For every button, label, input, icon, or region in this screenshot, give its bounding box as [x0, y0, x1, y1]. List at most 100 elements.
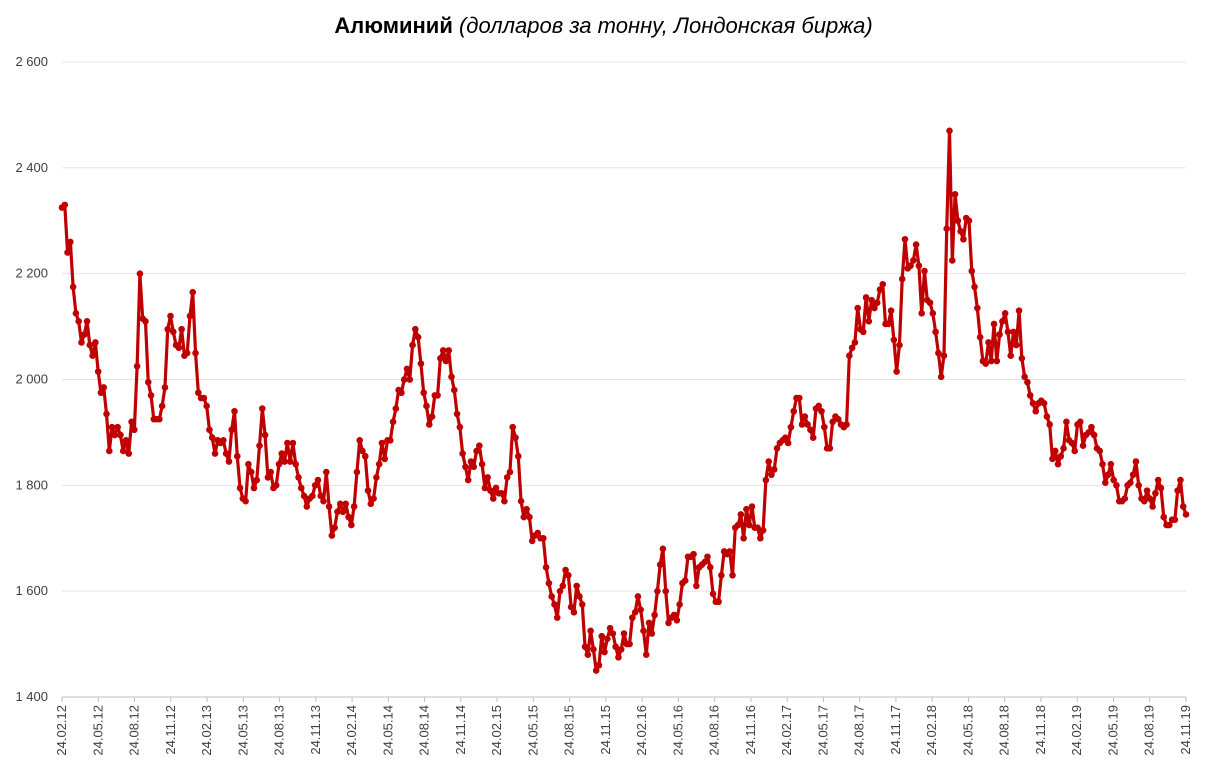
data-point	[192, 349, 199, 357]
data-point	[373, 474, 380, 481]
data-point	[1146, 495, 1154, 502]
data-point	[876, 286, 884, 293]
chart-title-main: Алюминий	[334, 13, 453, 38]
data-point	[604, 635, 611, 643]
data-point	[559, 582, 567, 590]
data-point	[943, 225, 951, 232]
data-point	[406, 376, 414, 383]
data-point	[439, 347, 447, 354]
data-point	[801, 413, 809, 420]
chart-title: Алюминий (долларов за тонну, Лондонская …	[0, 13, 1207, 39]
data-point	[89, 352, 96, 359]
data-point	[715, 598, 722, 606]
data-point	[80, 331, 88, 338]
data-point	[425, 421, 433, 428]
data-point	[492, 484, 500, 492]
data-point	[665, 619, 672, 627]
data-point	[478, 460, 486, 468]
data-point	[982, 360, 989, 367]
data-point	[862, 294, 870, 301]
data-point	[1096, 447, 1104, 455]
data-point	[773, 444, 781, 452]
data-point	[378, 439, 386, 447]
data-point	[1007, 352, 1015, 359]
data-point	[651, 611, 658, 619]
data-point	[456, 423, 464, 431]
data-point	[1160, 513, 1168, 521]
x-tick-label: 24.05.14	[380, 705, 395, 756]
data-point	[570, 609, 578, 616]
data-point	[297, 484, 305, 492]
data-point	[851, 339, 859, 346]
data-point	[807, 426, 814, 434]
data-point	[598, 632, 606, 640]
x-tick-label: 24.11.14	[453, 705, 468, 755]
data-point	[573, 582, 580, 590]
data-point	[339, 508, 347, 516]
data-point	[250, 484, 258, 492]
data-point	[898, 275, 906, 283]
x-tick-label: 24.02.13	[199, 705, 214, 756]
data-point	[189, 288, 197, 296]
data-point	[576, 593, 583, 600]
data-point	[617, 646, 625, 653]
data-point	[1010, 328, 1017, 336]
data-point	[757, 534, 764, 542]
data-point	[275, 460, 283, 468]
data-point	[420, 389, 427, 397]
data-point	[873, 299, 881, 307]
data-point	[620, 630, 628, 637]
data-point	[673, 616, 681, 624]
data-point	[859, 328, 867, 336]
data-point	[1021, 373, 1028, 381]
data-point	[459, 450, 466, 457]
data-point	[489, 495, 497, 502]
data-point	[748, 503, 756, 510]
data-point	[409, 341, 416, 349]
data-point	[292, 460, 300, 468]
data-point	[1057, 452, 1065, 460]
data-point	[592, 667, 600, 674]
data-point	[356, 437, 363, 444]
data-point	[512, 434, 519, 442]
data-point	[896, 341, 903, 349]
data-point	[473, 447, 480, 455]
data-point	[787, 423, 795, 431]
data-point	[236, 484, 244, 492]
data-point	[595, 661, 603, 669]
data-point	[745, 521, 753, 529]
data-point	[100, 384, 108, 391]
data-point	[615, 654, 622, 661]
data-point	[826, 444, 834, 452]
data-point	[1127, 479, 1134, 486]
data-point	[937, 373, 945, 381]
data-point	[1157, 484, 1165, 492]
x-tick-label: 24.02.14	[344, 705, 359, 756]
data-point	[1068, 439, 1076, 447]
data-point	[328, 532, 336, 539]
x-tick-label: 24.08.15	[562, 705, 577, 756]
data-point	[103, 410, 110, 418]
data-point	[1102, 479, 1109, 486]
data-point	[634, 593, 642, 600]
data-point	[676, 601, 683, 608]
data-point	[233, 452, 241, 460]
data-point	[1015, 307, 1023, 315]
data-point	[450, 386, 458, 394]
data-point	[1177, 476, 1184, 484]
data-point	[300, 492, 308, 500]
data-point	[1040, 400, 1048, 407]
data-point	[1051, 447, 1059, 455]
data-point	[264, 474, 272, 481]
data-point	[706, 564, 714, 571]
gridlines	[62, 61, 1186, 592]
data-point	[206, 426, 213, 434]
data-point	[910, 257, 917, 264]
data-point	[1132, 458, 1140, 465]
data-point	[158, 402, 166, 410]
data-point	[918, 310, 925, 317]
data-point	[1049, 455, 1056, 463]
data-point	[67, 238, 74, 246]
data-point	[133, 362, 141, 370]
data-point	[72, 310, 80, 317]
